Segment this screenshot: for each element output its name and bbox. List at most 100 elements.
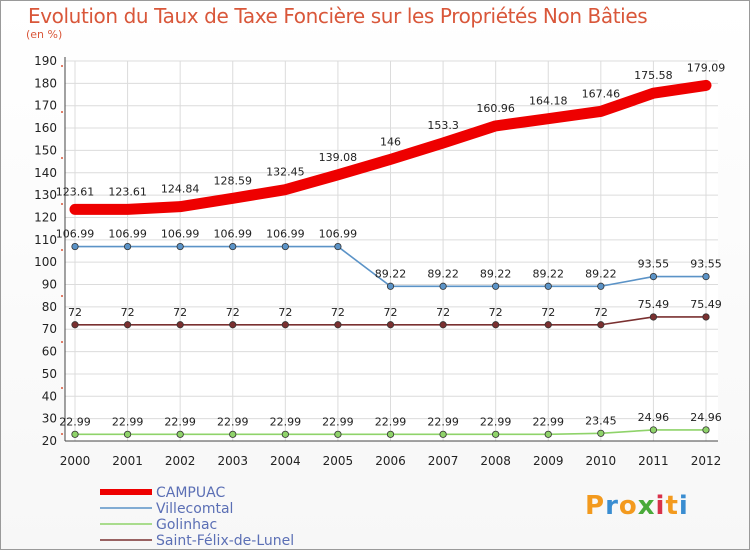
y-tick-label: 160 [34,121,57,135]
data-label: 72 [226,306,240,319]
y-tick-label: 50 [42,367,57,381]
axis-dot [61,433,63,435]
y-tick-label: 90 [42,278,57,292]
data-point [176,430,184,438]
data-point [71,242,79,251]
data-label: 75.49 [638,298,670,311]
data-point [281,430,289,438]
data-label: 124.84 [161,183,200,196]
data-label: 106.99 [108,228,147,241]
data-label: 72 [331,306,345,319]
chart-title: Evolution du Taux de Taxe Foncière sur l… [28,4,648,28]
data-label: 89.22 [480,267,512,280]
logo-letter: x [637,491,656,521]
data-label: 75.49 [690,298,722,311]
y-tick-label: 80 [42,300,57,314]
data-label: 22.99 [112,415,144,428]
data-label: 139.08 [319,151,358,164]
data-label: 23.45 [585,414,617,427]
data-label: 106.99 [319,228,358,241]
data-point [597,321,605,329]
x-tick-label: 2000 [60,454,91,468]
data-label: 22.99 [322,415,354,428]
data-label: 123.61 [56,185,95,198]
data-point [281,242,289,251]
y-tick-label: 60 [42,345,57,359]
data-point [176,242,184,251]
y-tick-label: 70 [42,322,57,336]
y-tick-label: 120 [34,210,57,224]
data-label: 22.99 [375,415,407,428]
y-tick-label: 100 [34,255,57,269]
logo-letter: i [678,491,689,521]
data-point [597,282,605,290]
axis-dot [61,249,63,251]
axis-dot [61,65,63,67]
data-point [123,321,132,329]
data-label: 175.58 [634,69,673,82]
proxiti-logo: Proxiti [585,491,689,521]
data-point [123,242,132,251]
logo-letter: r [605,491,619,521]
data-label: 132.45 [266,166,305,179]
data-label: 106.99 [56,228,95,241]
data-label: 22.99 [480,415,512,428]
data-point [649,272,658,281]
data-label: 146 [380,135,401,148]
data-point [492,430,500,438]
data-point [492,321,500,329]
series-line-campuac [69,79,712,215]
data-point [229,430,237,438]
x-tick-label: 2003 [217,454,248,468]
data-point [702,313,710,321]
axis-dot [61,111,63,113]
x-tick-label: 2001 [112,454,143,468]
logo-letter: o [618,491,638,521]
data-point [702,426,710,434]
data-label: 153.3 [427,119,459,132]
data-label: 128.59 [214,174,253,187]
data-label: 22.99 [164,415,196,428]
x-tick-label: 2011 [638,454,669,468]
data-point [334,321,342,329]
y-tick-label: 180 [34,76,57,90]
data-label: 123.61 [108,185,147,198]
y-tick-label: 170 [34,99,57,113]
logo-letter: i [655,491,666,521]
data-point [597,429,605,437]
axis-dot [61,203,63,205]
x-tick-label: 2002 [165,454,196,468]
data-label: 72 [436,306,450,319]
x-tick-label: 2004 [270,454,301,468]
x-tick-label: 2006 [375,454,406,468]
legend-label: Saint-Félix-de-Lunel [156,533,294,549]
axis-dot [61,387,63,389]
data-label: 89.22 [585,267,617,280]
data-label: 22.99 [427,415,459,428]
x-tick-label: 2010 [586,454,617,468]
data-label: 160.96 [476,102,515,115]
data-point [334,242,342,251]
x-tick-label: 2012 [691,454,722,468]
y-tick-label: 40 [42,389,57,403]
y-tick-label: 130 [34,188,57,202]
data-label: 89.22 [375,267,407,280]
y-tick-label: 30 [42,412,57,426]
data-label: 179.09 [687,61,726,74]
data-point [439,321,447,329]
data-point [544,321,552,329]
data-label: 24.96 [690,411,722,424]
y-tick-label: 150 [34,143,57,157]
data-point [649,313,658,321]
legend-label: Villecomtal [156,501,233,517]
data-point [334,430,342,438]
chart-subtitle: (en %) [26,28,63,41]
legend-label: CAMPUAC [156,485,225,501]
data-label: 24.96 [638,411,670,424]
logo-letter: P [585,491,606,521]
data-point [123,430,132,438]
data-point [492,282,500,290]
data-label: 72 [594,306,608,319]
data-point [439,282,447,290]
data-label: 72 [121,306,135,319]
